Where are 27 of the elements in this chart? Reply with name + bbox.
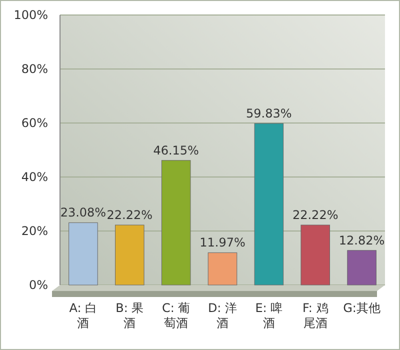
x-tick-label: B: 果酒 [116, 301, 144, 330]
data-label: 22.22% [292, 208, 338, 222]
y-tick-label: 60% [21, 116, 48, 130]
data-label: 22.22% [106, 208, 153, 222]
bar [254, 123, 284, 286]
y-tick-label: 100% [14, 8, 48, 22]
data-label: 11.97% [200, 236, 246, 250]
bar [347, 250, 376, 286]
x-tick-label: F: 鸡尾酒 [302, 301, 328, 330]
x-tick-label: G:其他 [343, 301, 380, 315]
y-tick-label: 80% [21, 62, 48, 76]
data-label: 59.83% [246, 106, 292, 120]
x-tick-label: C: 葡萄酒 [162, 301, 190, 330]
y-tick-label: 0% [28, 278, 48, 292]
data-label: 46.15% [153, 143, 199, 158]
bar [115, 224, 144, 286]
data-label: 23.08% [60, 206, 106, 220]
x-tick-label: E: 啤酒 [255, 301, 283, 330]
bar [68, 222, 98, 286]
y-tick-label: 20% [21, 224, 48, 238]
x-tick-label: A: 白酒 [69, 301, 98, 330]
data-label: 12.82% [338, 233, 385, 248]
bar [300, 224, 330, 286]
y-tick-label: 40% [21, 170, 48, 184]
bar [161, 160, 191, 286]
x-tick-label: D: 洋酒 [208, 301, 238, 330]
bar [208, 252, 238, 286]
